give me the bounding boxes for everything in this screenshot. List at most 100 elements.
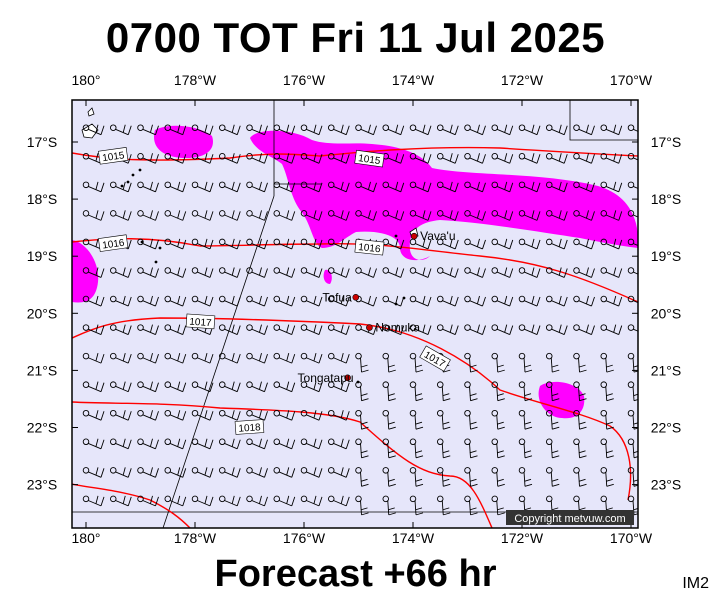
lat-label: 19°S <box>27 248 58 264</box>
island-dot <box>154 260 158 264</box>
place-marker <box>352 294 360 301</box>
wind-barb <box>546 438 560 459</box>
wind-barb <box>328 210 350 221</box>
wind-barb <box>300 495 323 507</box>
wind-barb <box>246 267 268 278</box>
wind-barb <box>109 324 132 335</box>
wind-barb <box>464 181 486 193</box>
lon-label: 170°W <box>610 530 653 546</box>
wind-barb <box>546 153 568 164</box>
wind-barb <box>164 210 187 221</box>
wind-barb <box>382 267 405 278</box>
wind-barb <box>191 124 214 136</box>
wind-barb <box>164 267 187 278</box>
wind-barb <box>109 267 132 278</box>
lon-label: 170°W <box>610 72 653 88</box>
wind-barb <box>382 381 396 402</box>
wind-barb <box>573 324 595 335</box>
wind-barb <box>573 409 587 430</box>
wind-barb <box>246 238 268 250</box>
wind-barb <box>491 181 514 193</box>
wind-barb <box>300 409 323 421</box>
wind-barb <box>464 267 486 278</box>
wind-barb <box>518 409 533 430</box>
isobar-label: 1016 <box>98 234 129 252</box>
lat-label: 22°S <box>651 420 682 436</box>
island-dot <box>394 234 398 238</box>
isobar-value: 1015 <box>357 153 381 167</box>
isobar-line <box>72 401 493 528</box>
wind-barb <box>300 324 323 335</box>
wind-barb <box>546 181 568 193</box>
axis-labels: 180° 180° 178°W 178°W 176°W 176°W 174°W 174°W 17… <box>27 72 682 546</box>
wind-barb <box>218 352 241 364</box>
wind-barb <box>300 124 323 136</box>
rain-area <box>250 130 638 261</box>
wind-barb <box>273 467 296 478</box>
isobar-value: 1018 <box>238 422 261 435</box>
lon-label: 172°W <box>501 530 544 546</box>
wind-barb <box>600 210 623 221</box>
wind-barb <box>218 438 241 450</box>
wind-barb <box>328 295 350 307</box>
wind-barb <box>600 467 614 487</box>
wind-barb <box>437 324 459 335</box>
wind-barb <box>300 181 323 193</box>
lat-label: 21°S <box>651 362 682 378</box>
wind-barb <box>82 210 105 221</box>
wind-barb <box>409 210 432 221</box>
wind-barb <box>82 267 105 278</box>
wind-barb <box>409 153 432 164</box>
wind-barb <box>82 381 105 393</box>
wind-barb <box>328 438 350 450</box>
wind-barb <box>491 238 514 250</box>
wind-barb <box>464 352 478 373</box>
wind-barb <box>409 181 432 193</box>
lon-label: 180° <box>72 530 101 546</box>
wind-barb <box>137 438 159 450</box>
wind-barb <box>164 381 187 393</box>
wind-barb <box>382 467 396 487</box>
wind-barb <box>491 295 514 307</box>
wind-barb <box>218 295 241 307</box>
wind-barb <box>218 467 241 478</box>
wind-barb <box>355 409 369 430</box>
wind-barb <box>627 153 638 161</box>
wind-barb <box>573 381 587 402</box>
wind-barb <box>573 181 595 193</box>
wind-barb <box>137 495 159 507</box>
lat-label: 18°S <box>651 191 682 207</box>
wind-barb <box>191 495 214 507</box>
wind-barb <box>464 495 478 516</box>
place-marker <box>366 324 373 331</box>
wind-barb <box>437 409 451 430</box>
wind-barb <box>137 409 159 421</box>
wind-barb <box>300 153 323 164</box>
rain-areas <box>72 125 638 419</box>
copyright-text: Copyright metvuw.com <box>514 513 625 525</box>
wind-barb <box>191 467 214 478</box>
wind-barb <box>109 295 132 307</box>
wind-barb <box>328 238 350 250</box>
wind-barb <box>600 238 623 250</box>
wind-barb <box>218 381 241 393</box>
lat-label: 17°S <box>651 134 682 150</box>
isobar-label: 1015 <box>354 149 385 168</box>
wind-barb <box>218 124 241 136</box>
wind-barb <box>191 352 214 364</box>
wind-barb <box>382 238 405 250</box>
wind-barb <box>300 267 323 278</box>
wind-barb <box>82 295 105 307</box>
wind-barb <box>464 324 486 335</box>
wind-barb <box>409 381 424 402</box>
wind-barb <box>82 495 105 507</box>
image-code: IM2 <box>682 575 709 592</box>
wind-barb <box>600 295 623 307</box>
wind-barb <box>355 210 377 221</box>
wind-barb <box>600 153 623 164</box>
wind-barb <box>518 467 533 487</box>
map-title: 0700 TOT Fri 11 Jul 2025 <box>105 14 606 61</box>
wind-barb <box>437 495 451 516</box>
wind-barb <box>164 238 187 250</box>
